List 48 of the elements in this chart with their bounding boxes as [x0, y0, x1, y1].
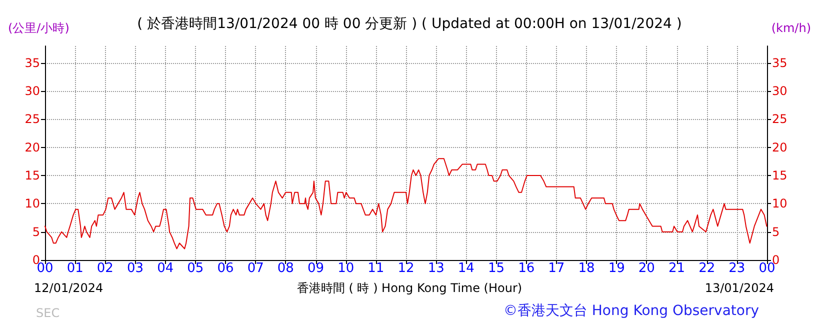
x-tick-label: 10 [338, 261, 354, 276]
x-tick-label: 14 [458, 261, 474, 276]
x-tick-label: 16 [518, 261, 535, 276]
y-axis-title: (公里/小時) [8, 21, 70, 35]
x-tick-label: 00 [36, 261, 54, 276]
x-tick-label: 01 [66, 261, 84, 276]
text: SEC [36, 306, 60, 320]
y2-tick-label: 35 [772, 56, 788, 70]
x-tick-label: 13 [428, 261, 444, 276]
text: 12/01/2024 [34, 281, 104, 295]
y2-tick-label: 15 [772, 168, 788, 183]
y-tick-label: 10 [24, 196, 40, 211]
x-tick-label: 03 [126, 261, 144, 276]
x-tick-label: 21 [668, 261, 686, 276]
x-tick-label: 06 [217, 261, 234, 276]
text: ©香港天文台 Hong Kong Observatory [503, 303, 760, 319]
x-tick-label: 20 [638, 261, 655, 276]
y2-tick-label: 20 [772, 140, 788, 154]
x-tick-label: 19 [608, 261, 625, 276]
x-tick-label: 00 [758, 261, 776, 276]
y-tick-label: 5 [32, 224, 40, 239]
y-tick-label: 35 [24, 56, 40, 70]
x-tick-label: 11 [368, 261, 384, 276]
x-tick-label: 17 [548, 261, 565, 276]
y2-tick-label: 5 [772, 224, 780, 239]
y-tick-label: 25 [24, 112, 40, 126]
y-tick-label: 20 [24, 140, 40, 154]
y2-tick-label: 25 [772, 112, 788, 126]
x-tick-label: 05 [187, 261, 204, 276]
x-tick-label: 23 [728, 261, 746, 276]
x-tick-label: 22 [698, 261, 716, 276]
x-tick-label: 09 [307, 261, 324, 276]
x-tick-label: 08 [277, 261, 294, 276]
y2-tick-label: 10 [772, 196, 788, 211]
x-tick-label: 12 [398, 261, 414, 276]
y-tick-label: 30 [24, 84, 40, 98]
x-tick-label: 04 [157, 261, 174, 276]
x-tick-label: 02 [96, 261, 114, 276]
x-tick-label: 18 [578, 261, 595, 276]
chart-title: ( 於香港時間13/01/2024 00 時 00 分更新 ) ( Updated at 00:00H on 13/01/2024 ) [137, 16, 682, 32]
y2-axis-title: (km/h) [771, 21, 812, 35]
y2-tick-label: 30 [772, 84, 788, 98]
text: 13/01/2024 [704, 281, 774, 295]
line-series [44, 158, 768, 250]
x-tick-label: 15 [488, 261, 505, 276]
x-axis-title: 香港時間 ( 時 ) Hong Kong Time (Hour) [296, 281, 522, 295]
x-tick-label: 07 [247, 261, 264, 276]
y-tick-label: 15 [24, 168, 40, 183]
